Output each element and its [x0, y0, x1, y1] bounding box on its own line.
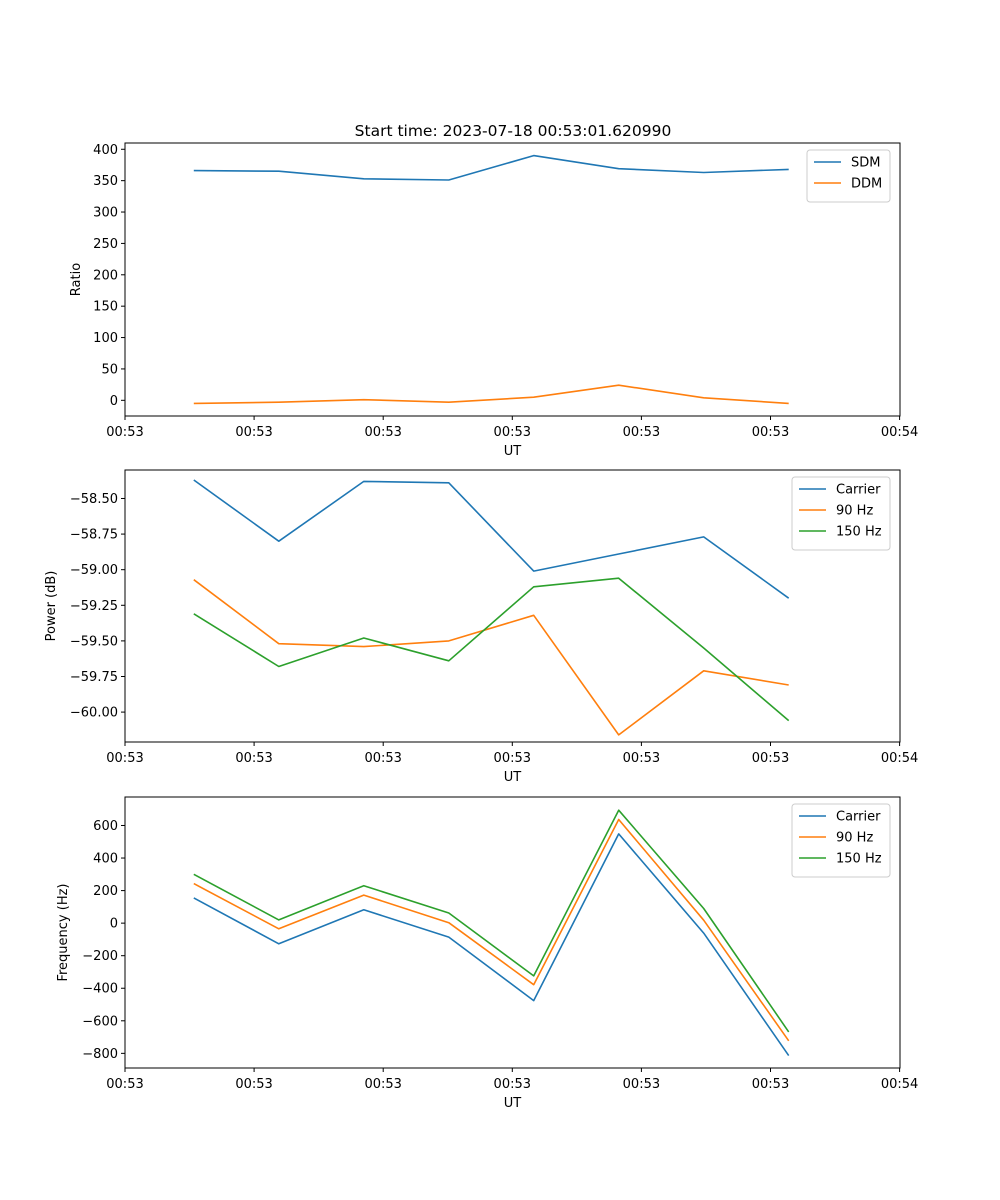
- y-axis-label: Ratio: [69, 263, 84, 296]
- y-tick-label: −58.50: [70, 492, 118, 507]
- series-line-90-hz: [193, 818, 790, 1042]
- y-tick-label: −400: [82, 982, 118, 997]
- x-tick-label: 00:53: [364, 425, 401, 440]
- x-tick-label: 00:54: [881, 1077, 918, 1092]
- ratio-panel: 00:53 00:53 00:53 00:53 00:53 00:53 00:54 0 50 10…: [69, 142, 918, 459]
- y-axis-label: Power (dB): [44, 571, 59, 642]
- y-tick-label: 600: [93, 819, 118, 834]
- frequency-panel: 00:53 00:53 00:53 00:53 00:53 00:53 00:54 −800 −…: [56, 796, 918, 1111]
- y-tick-label: −58.75: [70, 528, 118, 543]
- series-line-sdm: [193, 154, 789, 181]
- y-tick-label: −59.25: [70, 599, 118, 614]
- series-line-90-hz: [193, 579, 789, 736]
- y-tick-label: −59.00: [70, 563, 118, 578]
- series-line-ddm: [193, 384, 789, 405]
- x-axis-label: UT: [504, 1096, 522, 1111]
- y-tick-label: 400: [93, 852, 118, 867]
- power-panel: 00:53 00:53 00:53 00:53 00:53 00:53 00:54 −60.0…: [44, 469, 918, 785]
- legend-entry-label: 150 Hz: [836, 525, 882, 540]
- x-tick-label: 00:53: [494, 425, 531, 440]
- x-tick-label: 00:53: [752, 425, 789, 440]
- x-tick-label: 00:53: [106, 425, 143, 440]
- y-tick-label: 350: [93, 174, 118, 189]
- x-tick-label: 00:53: [752, 751, 789, 766]
- x-tick-label: 00:53: [494, 1077, 531, 1092]
- legend-entry-label: 90 Hz: [836, 831, 873, 846]
- y-tick-label: 100: [93, 331, 118, 346]
- y-tick-label: −200: [82, 949, 118, 964]
- x-tick-label: 00:53: [106, 751, 143, 766]
- x-axis-label: UT: [504, 444, 522, 459]
- x-tick-label: 00:54: [881, 425, 918, 440]
- y-tick-label: 150: [93, 300, 118, 315]
- legend-entry-label: DDM: [851, 177, 882, 192]
- legend-entry-label: 90 Hz: [836, 504, 873, 519]
- legend-entry-label: Carrier: [836, 483, 881, 498]
- x-tick-label: 00:53: [235, 425, 272, 440]
- x-tick-label: 00:53: [364, 1077, 401, 1092]
- y-tick-label: 0: [110, 917, 118, 932]
- y-tick-label: 250: [93, 237, 118, 252]
- y-tick-label: −800: [82, 1047, 118, 1062]
- legend-entry-label: 150 Hz: [836, 852, 882, 867]
- y-tick-label: 300: [93, 206, 118, 221]
- x-tick-label: 00:53: [235, 1077, 272, 1092]
- y-tick-label: −59.75: [70, 670, 118, 685]
- figure-title: Start time: 2023-07-18 00:53:01.620990: [355, 122, 672, 140]
- series-line-carrier: [193, 479, 790, 599]
- y-tick-label: −60.00: [70, 706, 118, 721]
- y-tick-label: 200: [93, 884, 118, 899]
- legend-entry-label: Carrier: [836, 810, 881, 825]
- legend-entry-label: SDM: [851, 156, 880, 171]
- y-tick-label: −600: [82, 1014, 118, 1029]
- x-tick-label: 00:53: [235, 751, 272, 766]
- y-tick-label: 50: [101, 362, 118, 377]
- y-tick-label: 400: [93, 143, 118, 158]
- y-tick-label: 0: [110, 394, 118, 409]
- x-axis-label: UT: [504, 770, 522, 785]
- x-tick-label: 00:53: [623, 751, 660, 766]
- y-tick-label: 200: [93, 268, 118, 283]
- series-line-150-hz: [193, 577, 790, 722]
- x-tick-label: 00:53: [623, 1077, 660, 1092]
- y-tick-label: −59.50: [70, 634, 118, 649]
- x-tick-label: 00:54: [881, 751, 918, 766]
- legend-box: [806, 149, 891, 203]
- x-tick-label: 00:53: [752, 1077, 789, 1092]
- x-tick-label: 00:53: [494, 751, 531, 766]
- x-tick-label: 00:53: [106, 1077, 143, 1092]
- series-line-carrier: [193, 833, 790, 1057]
- x-tick-label: 00:53: [623, 425, 660, 440]
- series-line-150-hz: [193, 809, 790, 1033]
- y-axis-label: Frequency (Hz): [56, 883, 71, 981]
- x-tick-label: 00:53: [364, 751, 401, 766]
